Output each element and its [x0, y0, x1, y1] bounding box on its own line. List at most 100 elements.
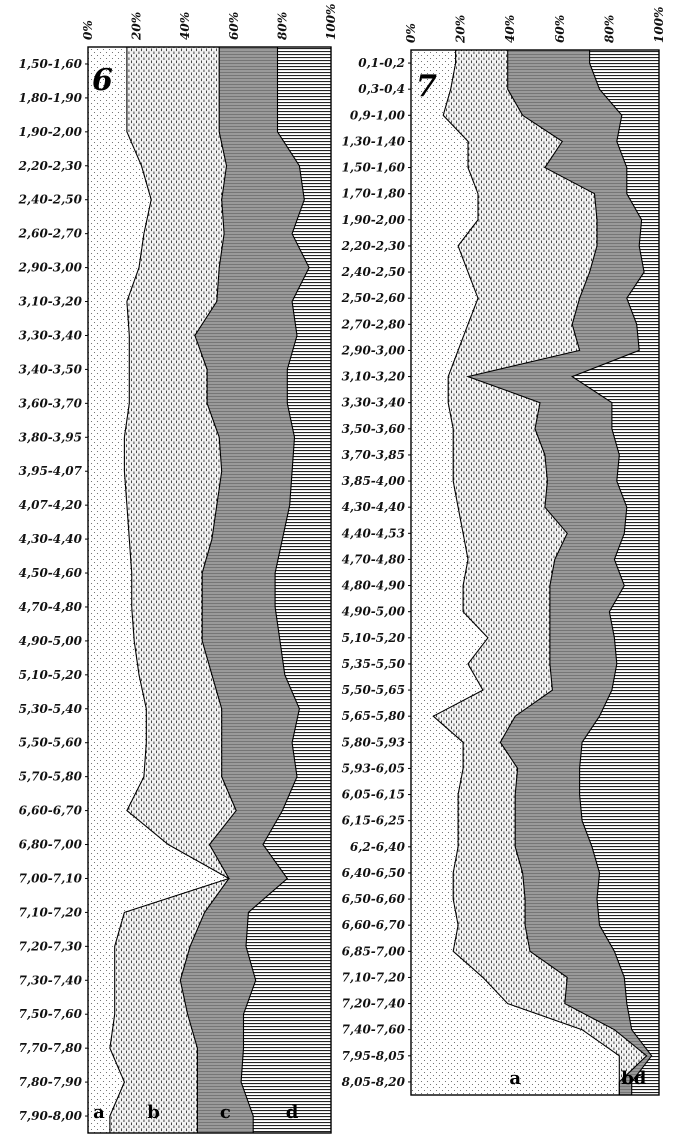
- y-tick-label: 2,90-3,00: [18, 261, 83, 275]
- x-tick-label: 40%: [178, 12, 192, 40]
- boundary-line-2: [179, 47, 237, 1133]
- zone-label-c: c: [621, 1068, 632, 1089]
- y-tick-label: 3,85-4,00: [342, 474, 406, 488]
- y-tick-label: 5,50-5,60: [19, 736, 83, 750]
- y-tick-label: 4,70-4,80: [342, 552, 406, 566]
- y-tick-label: 3,95-4,07: [19, 464, 83, 478]
- y-tick-label: 8,05-8,20: [342, 1075, 406, 1089]
- area-a: [88, 47, 229, 1133]
- y-tick-label: 0,3-0,4: [358, 82, 405, 96]
- x-tick-label: 0%: [81, 20, 95, 40]
- panel-number: 7: [416, 69, 437, 104]
- x-tick-label: 40%: [503, 15, 517, 43]
- y-tick-label: 3,30-3,40: [342, 396, 406, 410]
- area-d: [241, 47, 331, 1133]
- zone-label-c: c: [220, 1102, 231, 1123]
- y-tick-label: 4,50-4,60: [19, 566, 83, 580]
- y-tick-label: 2,90-3,00: [341, 343, 406, 357]
- zone-label-a: a: [509, 1068, 521, 1089]
- y-tick-label: 4,70-4,80: [19, 600, 83, 614]
- zone-label-d: d: [286, 1102, 299, 1123]
- y-tick-label: 7,20-7,30: [19, 939, 83, 953]
- y-tick-label: 1,50-1,60: [342, 161, 406, 175]
- boundary-line-3: [571, 50, 653, 1095]
- x-tick-label: 60%: [227, 12, 241, 40]
- y-tick-label: 5,80-5,93: [342, 735, 405, 749]
- y-tick-label: 3,50-3,60: [342, 422, 406, 436]
- zone-label-b: b: [621, 1068, 634, 1089]
- y-tick-label: 5,10-5,20: [19, 668, 83, 682]
- y-tick-label: 1,50-1,60: [19, 57, 83, 71]
- area-b: [433, 50, 647, 1095]
- panel-7: 0,1-0,2 0,3-0,4 0,9-1,00 1,30-1,40 1,50-1,60…: [341, 7, 666, 1096]
- y-tick-label: 4,40-4,53: [342, 526, 405, 540]
- y-tick-label: 4,90-5,00: [19, 634, 83, 648]
- y-tick-label: 5,93-6,05: [342, 761, 405, 775]
- boundary-line-1: [432, 50, 620, 1095]
- y-tick-label: 6,85-7,00: [342, 944, 406, 958]
- zone-label-d: d: [634, 1068, 647, 1089]
- x-tick-label: 100%: [324, 4, 338, 40]
- x-tick-label: 100%: [652, 7, 666, 43]
- y-tick-label: 6,80-7,00: [19, 838, 83, 852]
- y-tick-label: 6,15-6,25: [342, 814, 405, 828]
- y-tick-label: 3,10-3,20: [19, 295, 83, 309]
- y-tick-label: 1,30-1,40: [342, 134, 406, 148]
- panel-number: 6: [92, 63, 113, 98]
- y-tick-label: 6,60-6,70: [19, 804, 83, 818]
- area-a: [411, 50, 620, 1095]
- y-tick-label: 6,40-6,50: [342, 866, 406, 880]
- zone-label-b: b: [147, 1102, 160, 1123]
- y-tick-label: 2,40-2,50: [18, 193, 83, 207]
- area-c: [468, 50, 652, 1095]
- y-tick-label: 2,40-2,50: [341, 265, 406, 279]
- y-tick-label: 7,10-7,20: [19, 905, 83, 919]
- boundary-line-3: [240, 47, 310, 1133]
- y-tick-label: 2,50-2,60: [341, 291, 406, 305]
- y-tick-label: 7,20-7,40: [342, 997, 406, 1011]
- y-tick-label: 2,20-2,30: [341, 239, 406, 253]
- x-tick-label: 0%: [404, 23, 418, 43]
- x-tick-label: 60%: [553, 15, 567, 43]
- zone-label-a: a: [93, 1102, 105, 1123]
- y-tick-label: 6,05-6,15: [342, 788, 405, 802]
- y-tick-label: 4,07-4,20: [19, 498, 83, 512]
- y-tick-label: 2,20-2,30: [18, 159, 83, 173]
- y-tick-label: 7,90-8,00: [19, 1109, 83, 1123]
- area-b: [109, 47, 237, 1133]
- y-tick-label: 2,70-2,80: [341, 317, 406, 331]
- y-tick-label: 6,50-6,60: [342, 892, 406, 906]
- x-tick-label: 80%: [275, 12, 289, 40]
- y-tick-label: 1,70-1,80: [342, 187, 406, 201]
- y-tick-label: 5,50-5,65: [342, 683, 405, 697]
- y-tick-label: 4,90-5,00: [342, 605, 406, 619]
- y-tick-label: 7,50-7,60: [19, 1007, 83, 1021]
- x-tick-label: 20%: [454, 15, 468, 44]
- boundary-line-1: [109, 47, 231, 1133]
- y-tick-label: 5,70-5,80: [19, 770, 83, 784]
- y-tick-label: 3,80-3,95: [19, 430, 82, 444]
- panel-6: 1,50-1,60 1,80-1,90 1,90-2,00 2,20-2,30 2,40…: [18, 4, 338, 1134]
- y-tick-label: 7,70-7,80: [19, 1041, 83, 1055]
- y-tick-label: 3,70-3,85: [342, 448, 405, 462]
- y-tick-label: 7,30-7,40: [19, 973, 83, 987]
- y-tick-label: 6,60-6,70: [342, 918, 406, 932]
- y-tick-label: 5,35-5,50: [342, 657, 406, 671]
- y-tick-label: 0,1-0,2: [358, 56, 405, 70]
- y-tick-label: 5,30-5,40: [19, 702, 83, 716]
- y-tick-label: 4,30-4,40: [19, 532, 83, 546]
- y-tick-label: 5,65-5,80: [342, 709, 406, 723]
- y-tick-label: 7,00-7,10: [19, 872, 83, 886]
- y-tick-label: 0,9-1,00: [350, 108, 406, 122]
- y-tick-label: 7,80-7,90: [19, 1075, 83, 1089]
- y-tick-label: 1,90-2,00: [342, 213, 406, 227]
- y-tick-label: 1,80-1,90: [19, 91, 83, 105]
- y-tick-label: 2,60-2,70: [18, 227, 83, 241]
- y-tick-label: 7,95-8,05: [342, 1049, 405, 1063]
- y-tick-label: 4,30-4,40: [342, 500, 406, 514]
- plot-frame: [410, 49, 660, 1096]
- y-tick-label: 7,40-7,60: [342, 1023, 406, 1037]
- y-tick-label: 5,10-5,20: [342, 631, 406, 645]
- y-tick-label: 4,80-4,90: [342, 579, 406, 593]
